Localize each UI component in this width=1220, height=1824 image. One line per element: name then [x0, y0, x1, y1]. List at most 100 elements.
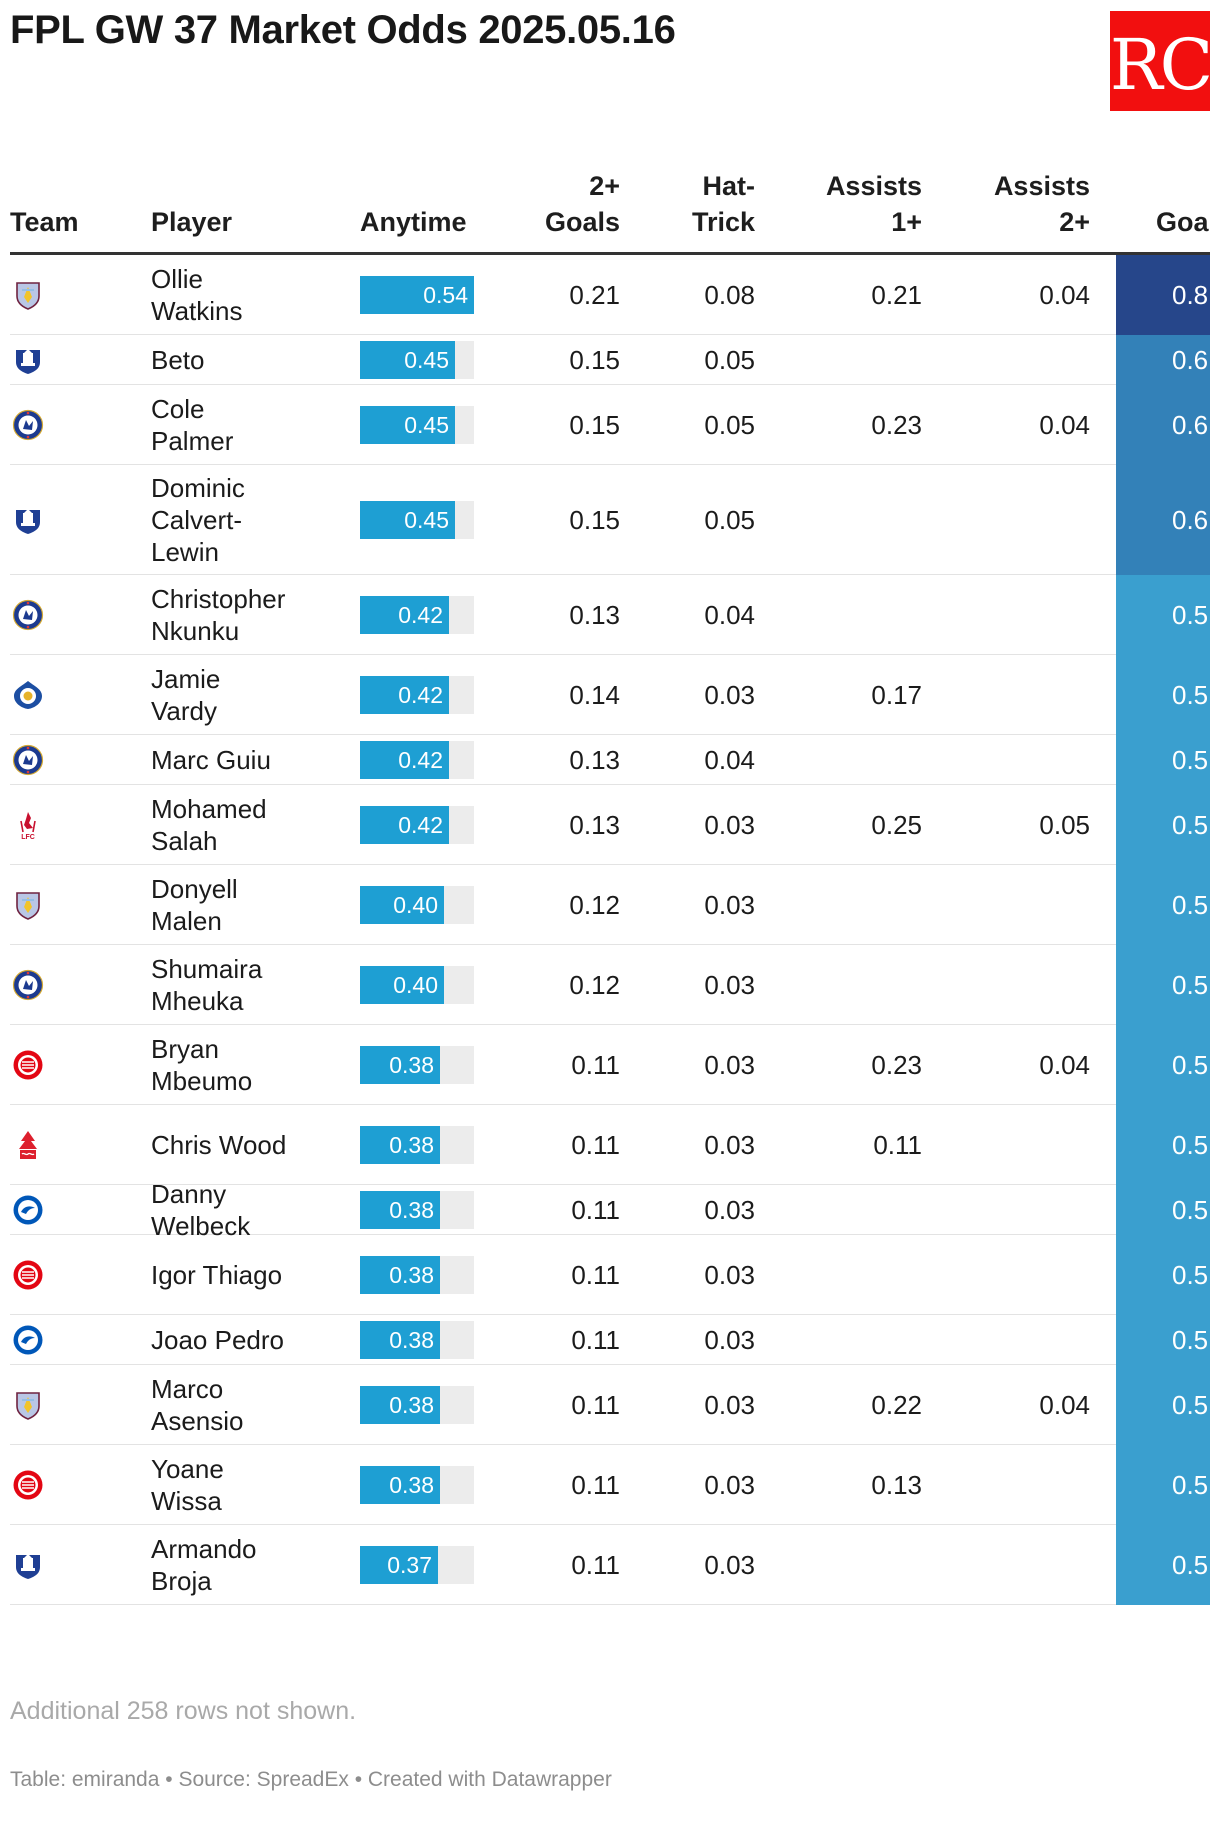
goal-value: 0.8	[1172, 280, 1209, 310]
table-row: Igor Thiago 0.38 0.11 0.03 0.5	[10, 1235, 1210, 1315]
table-row: Marco Asensio 0.38 0.11 0.03 0.22 0.04 0.5	[10, 1365, 1210, 1445]
assists1-value: 0.22	[871, 1390, 922, 1420]
table-row: Beto 0.45 0.15 0.05 0.6	[10, 335, 1210, 385]
hattrick-value: 0.03	[704, 1390, 755, 1420]
anytime-value: 0.38	[389, 1392, 434, 1418]
goal-cell: 0.5	[1116, 1365, 1210, 1445]
table-header: Team Player Anytime 2+ Goals Hat- Trick …	[10, 150, 1210, 255]
goal-cell: 0.6	[1116, 465, 1210, 575]
player-name-line: Malen	[151, 906, 222, 936]
hattrick-value: 0.04	[704, 600, 755, 630]
odds-table: Team Player Anytime 2+ Goals Hat- Trick …	[10, 150, 1210, 1700]
goals2-value: 0.13	[569, 745, 620, 775]
goals2-value: 0.11	[571, 1130, 620, 1160]
column-header-goal[interactable]: Goal	[1156, 207, 1210, 237]
rows-not-shown-note: Additional 258 rows not shown.	[10, 1697, 357, 1725]
player-name-line: Igor Thiago	[151, 1260, 283, 1290]
player-name: Donyell Malen	[151, 873, 238, 937]
column-header-hattrick[interactable]: Hat- Trick	[692, 168, 755, 240]
player-name: Jamie Vardy	[151, 663, 220, 727]
player-name: Chris Wood	[151, 1129, 286, 1161]
anytime-bar-fill: 0.38	[360, 1256, 440, 1294]
table-row: Jamie Vardy 0.42 0.14 0.03 0.17 0.5	[10, 655, 1210, 735]
column-header-anytime[interactable]: Anytime	[360, 207, 467, 237]
goal-cell: 0.6	[1116, 335, 1210, 385]
column-header-team[interactable]: Team	[10, 207, 79, 237]
brentford-crest-icon	[12, 1049, 44, 1081]
hattrick-value: 0.03	[704, 1195, 755, 1225]
player-name-line: Mbeumo	[151, 1066, 253, 1096]
assists1-value: 0.21	[871, 280, 922, 310]
goal-value: 0.5	[1172, 680, 1209, 710]
player-name-line: Vardy	[151, 696, 217, 726]
source-footer: Table: emiranda • Source: SpreadEx • Cre…	[10, 1768, 612, 1791]
anytime-bar: 0.38	[360, 1321, 474, 1359]
goal-value: 0.5	[1172, 1390, 1209, 1420]
rc-logo-text: RC	[1110, 24, 1210, 106]
goals2-value: 0.12	[569, 890, 620, 920]
goal-cell: 0.5	[1116, 735, 1210, 785]
chelsea-crest-icon	[12, 409, 44, 441]
forest-crest-icon	[12, 1129, 44, 1161]
player-name-line: Armando	[151, 1534, 257, 1564]
column-header-assists1[interactable]: Assists 1+	[826, 168, 922, 240]
anytime-value: 0.37	[387, 1552, 432, 1578]
goals2-value: 0.11	[571, 1550, 620, 1580]
goal-cell: 0.5	[1116, 1105, 1210, 1185]
goal-cell: 0.8	[1116, 255, 1210, 335]
hattrick-value: 0.05	[704, 505, 755, 535]
goal-cell: 0.5	[1116, 1025, 1210, 1105]
anytime-bar: 0.38	[360, 1466, 474, 1504]
assists1-value: 0.17	[871, 680, 922, 710]
goal-cell: 0.5	[1116, 1525, 1210, 1605]
brentford-crest-icon	[12, 1259, 44, 1291]
anytime-value: 0.42	[398, 602, 443, 628]
anytime-bar: 0.54	[360, 276, 474, 314]
goal-value: 0.5	[1172, 745, 1209, 775]
player-name-line: Marc Guiu	[151, 745, 271, 775]
header-line: Goals	[544, 207, 620, 237]
goal-value: 0.6	[1172, 410, 1209, 440]
goal-value: 0.5	[1172, 1195, 1209, 1225]
player-name-line: Wissa	[151, 1486, 222, 1516]
hattrick-value: 0.03	[704, 1130, 755, 1160]
player-name-line: Lewin	[151, 537, 219, 567]
assists1-value: 0.23	[871, 410, 922, 440]
player-name: Beto	[151, 344, 205, 376]
liverpool-crest-icon: LFC	[12, 809, 44, 841]
villa-crest-icon	[12, 889, 44, 921]
anytime-value: 0.38	[389, 1132, 434, 1158]
player-name-line: Mheuka	[151, 986, 244, 1016]
everton-crest-icon	[12, 504, 44, 536]
player-name-line: Asensio	[151, 1406, 244, 1436]
header-line: Assists	[993, 171, 1090, 201]
leicester-crest-icon	[12, 679, 44, 711]
player-name: Danny Welbeck	[151, 1178, 250, 1242]
anytime-value: 0.38	[389, 1052, 434, 1078]
svg-text:LFC: LFC	[21, 834, 35, 841]
player-name: Bryan Mbeumo	[151, 1033, 252, 1097]
player-name-line: Marco	[151, 1374, 224, 1404]
anytime-value: 0.40	[393, 892, 438, 918]
player-name-line: Cole	[151, 394, 205, 424]
anytime-value: 0.54	[423, 282, 468, 308]
column-header-goals2[interactable]: 2+ Goals	[545, 168, 620, 240]
anytime-bar-fill: 0.38	[360, 1321, 440, 1359]
player-name: Christopher Nkunku	[151, 583, 285, 647]
everton-crest-icon	[12, 344, 44, 376]
player-name-line: Christopher	[151, 584, 286, 614]
column-header-player[interactable]: Player	[151, 207, 233, 237]
column-header-assists2[interactable]: Assists 2+	[994, 168, 1090, 240]
goal-value: 0.5	[1172, 1050, 1209, 1080]
hattrick-value: 0.05	[704, 345, 755, 375]
goals2-value: 0.11	[571, 1325, 620, 1355]
anytime-bar-fill: 0.42	[360, 741, 449, 779]
assists2-value: 0.04	[1039, 410, 1090, 440]
goal-value: 0.6	[1172, 345, 1209, 375]
anytime-bar-fill: 0.38	[360, 1046, 440, 1084]
anytime-bar-fill: 0.42	[360, 806, 449, 844]
goal-value: 0.5	[1172, 1325, 1209, 1355]
anytime-bar: 0.45	[360, 501, 474, 539]
player-name: Mohamed Salah	[151, 793, 267, 857]
anytime-bar: 0.42	[360, 741, 474, 779]
